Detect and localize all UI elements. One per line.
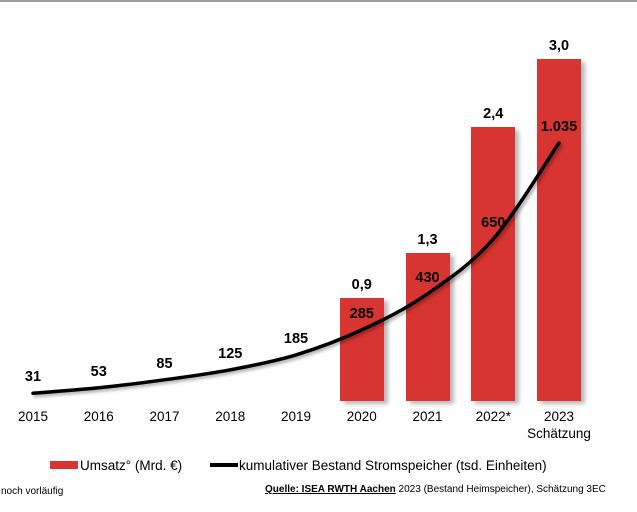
line-value-label-2021: 430 xyxy=(415,269,440,286)
legend-label-bestand: kumulativer Bestand Stromspeicher (tsd. … xyxy=(239,457,547,473)
legend-item-umsatz: Umsatz° (Mrd. €) xyxy=(50,456,182,474)
x-axis-label-2018: 2018 xyxy=(215,409,246,424)
source-link[interactable]: Quelle: ISEA RWTH Aachen xyxy=(265,484,396,495)
x-axis-sublabel-2023: Schätzung xyxy=(527,426,591,441)
x-axis-label-2021: 2021 xyxy=(412,409,443,424)
bar-2022* xyxy=(471,127,516,401)
line-value-label-2017: 85 xyxy=(156,355,173,372)
line-value-label-2018: 125 xyxy=(218,345,243,362)
line-value-label-2015: 31 xyxy=(24,369,42,386)
bar-value-label-2020: 0,9 xyxy=(351,277,372,294)
legend-label-umsatz: Umsatz° (Mrd. €) xyxy=(80,457,183,473)
source-rest: 2023 (Bestand Heimspeicher), Schätzung 3… xyxy=(395,484,606,495)
x-axis-label-2023: 2023 xyxy=(543,409,575,424)
line-value-label-2022*: 650 xyxy=(481,214,506,231)
line-value-label-2016: 53 xyxy=(90,363,107,380)
bar-2023 xyxy=(537,59,581,401)
bar-value-label-2021: 1,3 xyxy=(417,231,438,248)
legend: Umsatz° (Mrd. €) kumulativer Bestand Str… xyxy=(0,456,637,474)
bar-value-label-2023: 3,0 xyxy=(548,38,570,54)
x-axis-label-2022*: 2022* xyxy=(475,409,511,424)
bar-value-label-2022*: 2,4 xyxy=(483,106,504,123)
footnote: noch vorläufig xyxy=(1,486,64,497)
x-axis-line xyxy=(0,0,637,2)
x-axis-label-2019: 2019 xyxy=(280,409,312,424)
line-value-label-2020: 285 xyxy=(349,305,374,322)
line-value-label-2019: 185 xyxy=(283,330,309,347)
legend-item-bestand: kumulativer Bestand Stromspeicher (tsd. … xyxy=(210,456,547,474)
line-value-label-2023: 1.035 xyxy=(540,118,578,135)
x-axis-label-2016: 2016 xyxy=(83,409,114,424)
x-axis-label-2020: 2020 xyxy=(346,409,377,424)
source-text: Quelle: ISEA RWTH Aachen 2023 (Bestand H… xyxy=(265,484,606,495)
x-axis-label-2015: 2015 xyxy=(17,409,49,424)
x-axis-label-2017: 2017 xyxy=(149,409,180,424)
line-swatch-icon xyxy=(210,463,238,467)
bar-swatch-icon xyxy=(50,461,78,469)
